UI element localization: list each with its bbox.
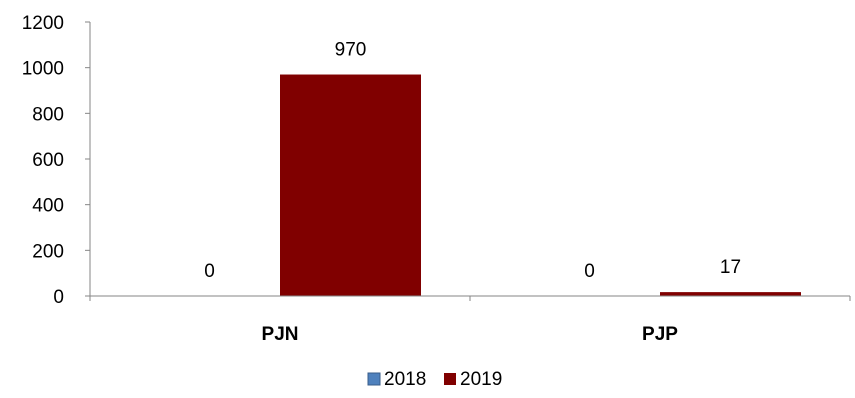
legend: 2018 2019 <box>367 369 502 390</box>
data-label: 0 <box>204 261 215 282</box>
data-label: 17 <box>720 257 741 278</box>
y-tick-label: 600 <box>32 150 64 171</box>
y-tick-label: 1000 <box>22 59 64 80</box>
y-tick-label: 1200 <box>22 13 64 34</box>
x-axis: PJN PJP <box>89 295 851 345</box>
y-tick-label: 800 <box>32 104 64 125</box>
legend-swatch-2019 <box>444 373 456 385</box>
bars <box>280 74 801 297</box>
y-tick-label: 200 <box>32 241 64 262</box>
data-labels: 0 970 0 17 <box>204 40 741 282</box>
legend-swatch-2018 <box>367 372 381 386</box>
x-category-label: PJN <box>262 324 299 345</box>
legend-label-2019: 2019 <box>460 369 502 390</box>
data-label: 970 <box>335 40 367 61</box>
y-tick-label: 0 <box>53 287 64 308</box>
x-category-label: PJP <box>642 324 678 345</box>
legend-label-2018: 2018 <box>384 369 426 390</box>
data-label: 0 <box>584 261 595 282</box>
bar-2019-PJP <box>660 292 801 296</box>
bar-2019-PJN <box>280 74 421 297</box>
y-tick-label: 400 <box>32 196 64 217</box>
y-axis: 0 200 400 600 800 1000 1200 <box>22 13 91 308</box>
